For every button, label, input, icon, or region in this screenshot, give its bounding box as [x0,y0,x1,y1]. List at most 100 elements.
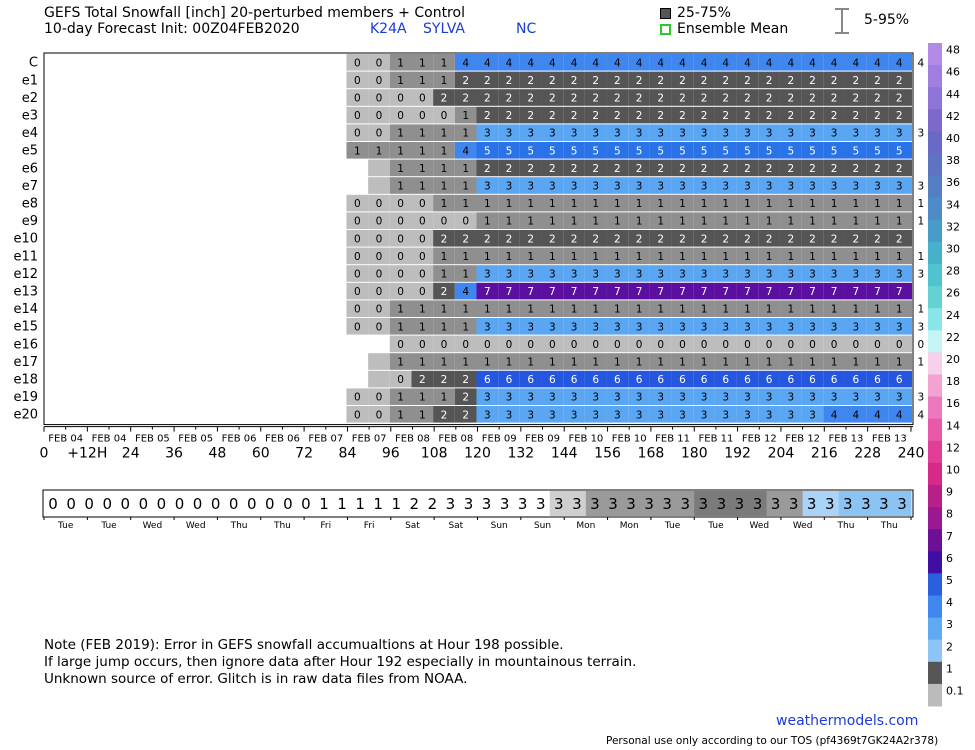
heat-cell [628,247,650,265]
cell-value: 4 [462,57,469,69]
heat-cell [823,300,845,317]
heat-cell [606,124,629,141]
cell-value: 0 [506,339,513,351]
colorbar-label: 36 [946,176,960,189]
cell-value: 2 [831,163,838,175]
colorbar-segment [928,485,942,508]
cell-value: 0 [462,216,469,228]
heat-cell [454,54,477,71]
cell-value: 0 [614,339,621,351]
cell-value: 1 [397,321,404,333]
cell-value: 2 [744,75,751,87]
heat-cell [736,177,759,194]
heat-cell [736,282,759,300]
member-label: e17 [13,355,38,370]
cell-value: 0 [701,339,708,351]
cell-value: 2 [549,110,556,122]
cell-value: 5 [744,145,751,157]
cell-value: 3 [744,321,751,333]
member-label: e8 [22,196,38,211]
cell-value: 0 [787,339,794,351]
heat-cell [389,212,412,229]
heat-cell [910,194,912,212]
cell-value: 7 [852,286,859,298]
heat-cell [476,370,499,388]
cell-value: 2 [462,75,469,87]
heat-cell [779,124,802,141]
weekday-label: Wed [143,521,163,531]
heat-cell [866,177,889,194]
cell-value: 0 [354,304,361,316]
heat-cell [584,335,607,353]
cell-value: 3 [549,392,556,404]
cell-value: 2 [766,163,773,175]
colorbar-label: 28 [946,265,960,278]
heat-cell [368,142,390,159]
cell-value: 2 [527,163,534,175]
cell-value: 5 [831,145,838,157]
heat-cell [866,265,889,282]
heat-cell [866,282,889,300]
cell-value: 3 [484,181,491,193]
cell-value: 3 [549,181,556,193]
heat-cell [758,318,780,335]
cell-value: 2 [441,374,448,386]
weekday-label: Tue [57,521,74,531]
mean-value: 3 [626,495,636,513]
cell-value: 3 [549,128,556,140]
heat-cell [368,177,390,194]
cell-value: 1 [441,75,448,87]
heat-cell [433,370,455,388]
cell-value: 1 [462,251,469,263]
heat-cell [411,54,434,71]
cell-value: 2 [484,163,491,175]
member-label: e10 [13,232,38,247]
heat-cell [454,388,477,405]
heat-cell [649,71,672,89]
cell-value: 3 [614,409,621,421]
heat-cell [888,124,910,141]
cell-value: 1 [744,251,751,263]
heat-cell [628,388,650,405]
cell-value: 3 [571,181,578,193]
hour-tick-label: 144 [551,446,578,462]
cell-value: 2 [462,392,469,404]
cell-value: 2 [874,233,881,245]
mean-strip-cell [838,491,876,516]
heat-cell [368,318,390,335]
cell-value: 2 [484,233,491,245]
cell-value: 3 [549,321,556,333]
cell-value: 1 [549,357,556,369]
cell-value: 3 [874,392,881,404]
cell-value: 1 [874,216,881,228]
cell-value: 1 [766,357,773,369]
cell-value: 2 [592,75,599,87]
cell-value: 0 [657,339,664,351]
heat-cell [779,300,802,317]
site-link[interactable]: weathermodels.com [776,713,919,729]
cell-value: 3 [614,128,621,140]
cell-value: 2 [766,75,773,87]
heat-cell [628,300,650,317]
heat-cell [649,124,672,141]
mean-value: 3 [464,495,474,513]
heat-cell [801,159,824,177]
cell-value: 0 [397,286,404,298]
cell-value: 3 [787,181,794,193]
weekday-label: Thu [880,521,898,531]
colorbar-label: 14 [946,419,960,432]
cell-value: 1 [354,145,361,157]
cell-value: 4 [831,409,838,421]
heat-cell [519,353,542,370]
heat-cell [584,142,607,159]
cell-value: 0 [549,339,556,351]
cell-value: 3 [506,181,513,193]
heat-cell [844,282,867,300]
heat-cell [433,106,455,124]
cell-value: 3 [744,392,751,404]
heat-cell [433,353,455,370]
cell-value: 1 [831,304,838,316]
heat-cell [844,142,867,159]
cell-value: 1 [397,409,404,421]
cell-value: 0 [397,339,404,351]
